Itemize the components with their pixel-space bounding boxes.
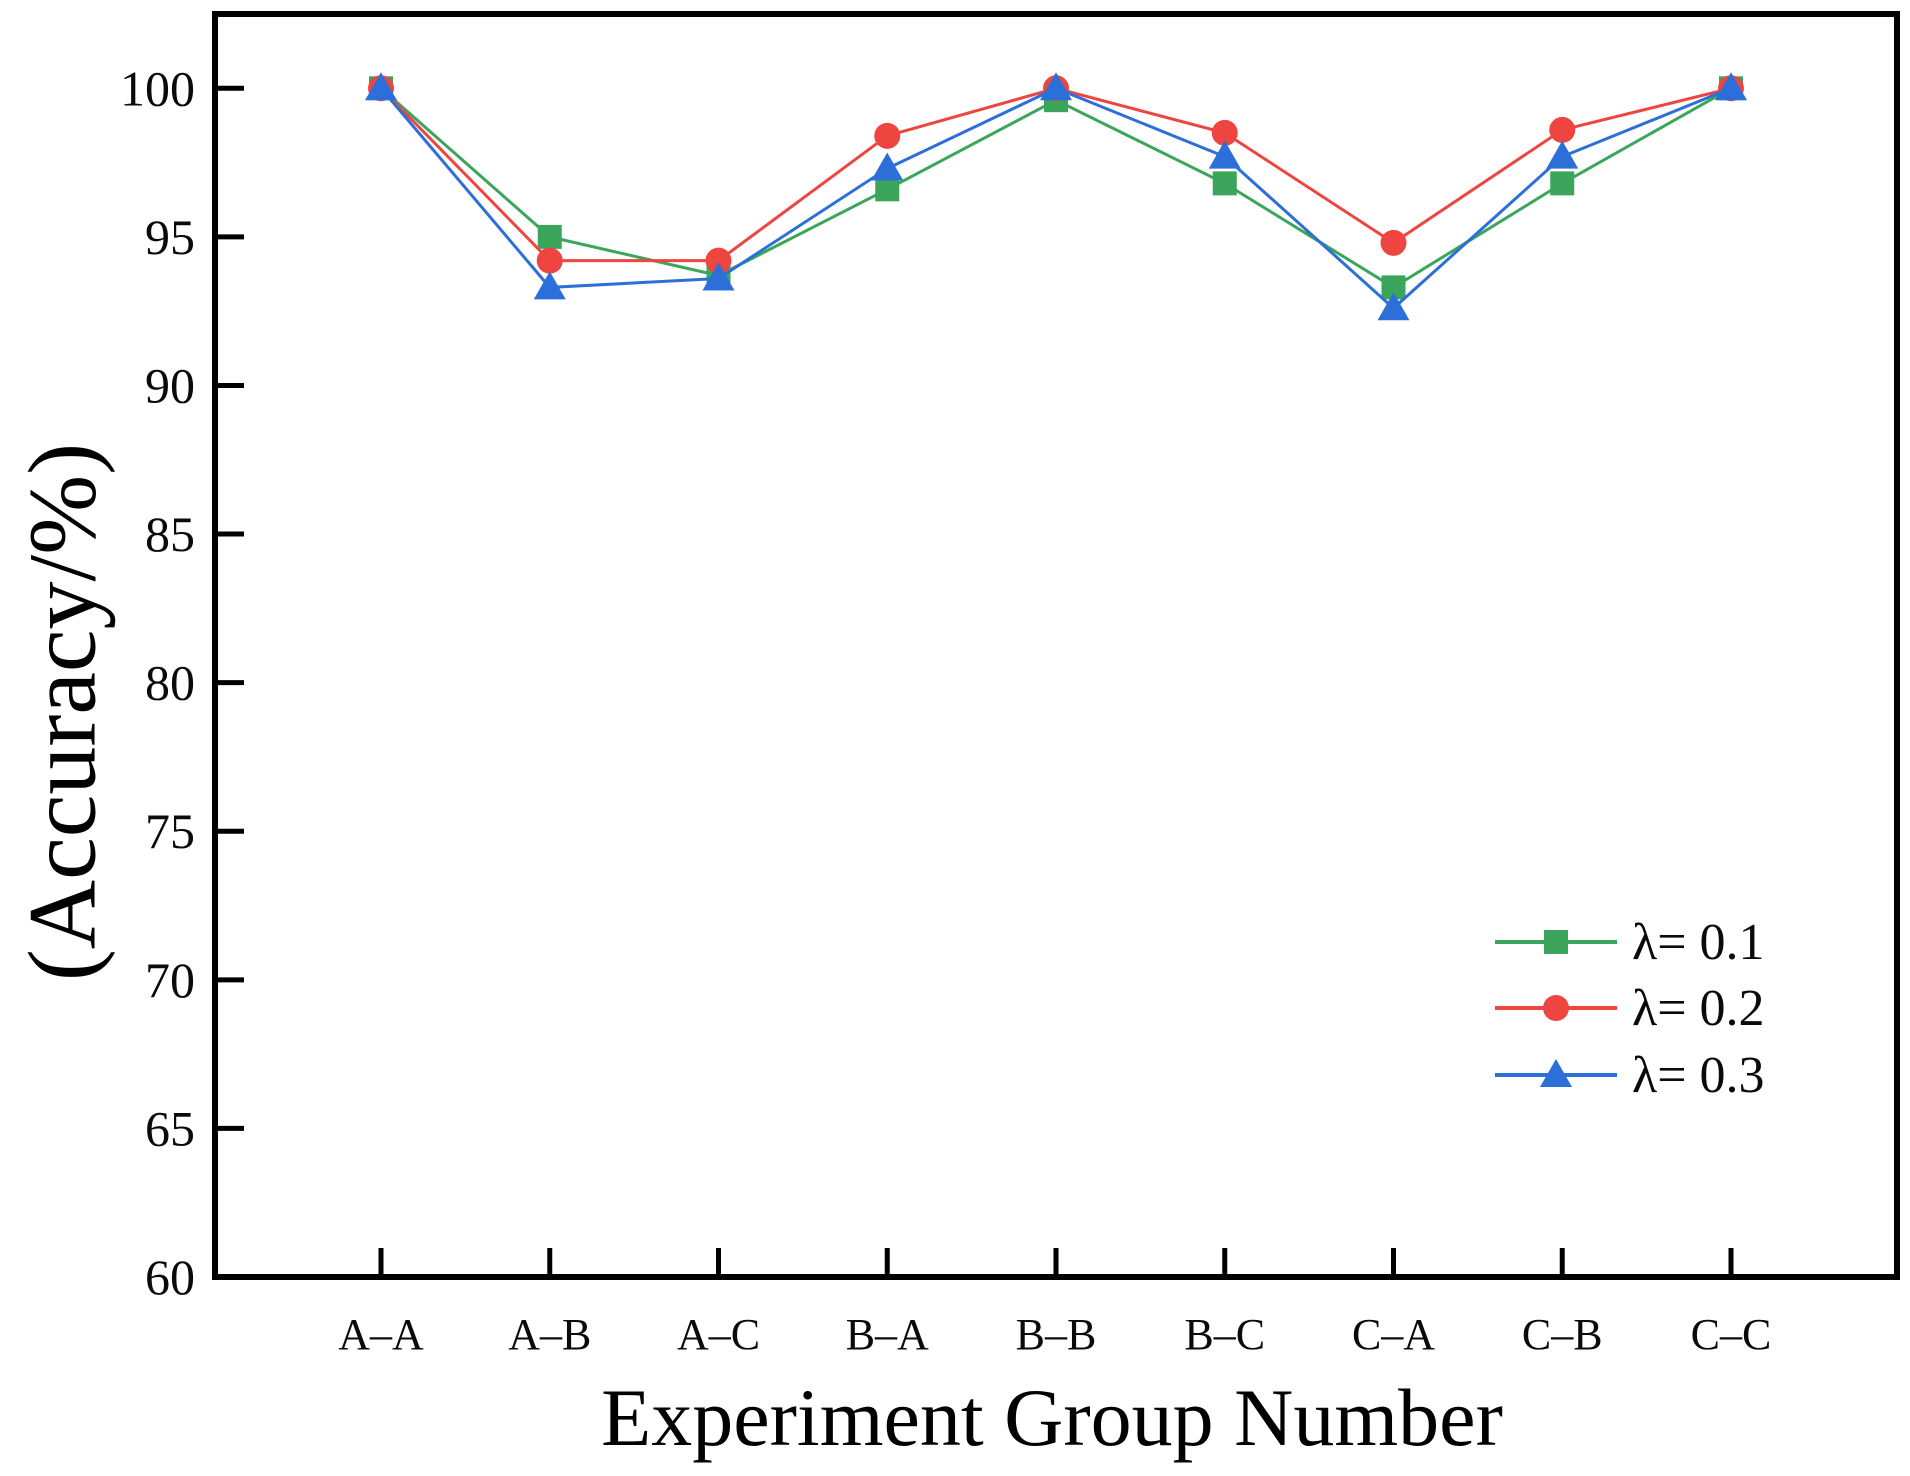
data-point-marker	[1208, 140, 1241, 169]
x-axis-tick-label: A–B	[508, 1310, 591, 1359]
data-point-marker	[874, 122, 901, 149]
data-point-marker	[1211, 119, 1238, 146]
legend-marker	[1540, 1059, 1572, 1087]
series-line-2	[379, 86, 1732, 311]
series-line-1	[379, 86, 1732, 263]
data-point-marker	[1715, 72, 1747, 101]
legend-label: λ= 0.2	[1632, 980, 1765, 1037]
y-axis-tick-label: 80	[145, 655, 195, 711]
data-point-marker	[1040, 72, 1072, 101]
x-axis-tick-label: C–C	[1691, 1310, 1772, 1359]
plot-border	[212, 11, 1900, 1280]
legend-label: λ= 0.3	[1632, 1047, 1765, 1104]
x-axis-title: Experiment Group Number	[601, 1372, 1503, 1463]
x-axis-tick-label: B–A	[846, 1310, 929, 1359]
y-axis-tick-label: 100	[120, 60, 195, 116]
x-axis-tick-label: C–B	[1522, 1310, 1603, 1359]
data-point-marker	[365, 72, 397, 101]
data-point-marker	[537, 224, 562, 249]
y-axis-tick-label: 75	[145, 803, 195, 859]
legend-marker	[1544, 930, 1568, 954]
data-point-marker	[1549, 116, 1576, 143]
data-point-marker	[1377, 292, 1410, 321]
y-axis-tick-label: 65	[145, 1100, 195, 1156]
data-point-marker	[1546, 140, 1579, 169]
legend-marker	[1543, 995, 1569, 1021]
x-axis-tick-label: B–C	[1184, 1310, 1265, 1359]
x-axis-tick-label: A–C	[677, 1310, 760, 1359]
data-point-marker	[875, 177, 900, 202]
data-point-marker	[1550, 171, 1575, 196]
y-axis-tick-label: 70	[145, 952, 195, 1008]
legend-label: λ= 0.1	[1632, 914, 1765, 971]
x-axis-tick-label: A–A	[338, 1310, 424, 1359]
data-point-marker	[871, 152, 904, 181]
data-point-marker	[536, 247, 563, 274]
y-axis-title: (Accuracy/%)	[8, 442, 116, 982]
y-axis-tick-label: 90	[145, 357, 195, 413]
y-axis-tick-label: 85	[145, 506, 195, 562]
data-point-marker	[533, 271, 566, 300]
data-point-marker	[1212, 171, 1237, 196]
x-axis-tick-label: B–B	[1016, 1310, 1097, 1359]
y-axis-tick-label: 60	[145, 1249, 195, 1305]
y-axis-tick-label: 95	[145, 209, 195, 265]
data-point-marker	[705, 247, 732, 274]
data-point-marker	[1380, 229, 1407, 256]
data-point-marker	[702, 262, 735, 291]
x-axis-tick-label: C–A	[1352, 1310, 1435, 1359]
